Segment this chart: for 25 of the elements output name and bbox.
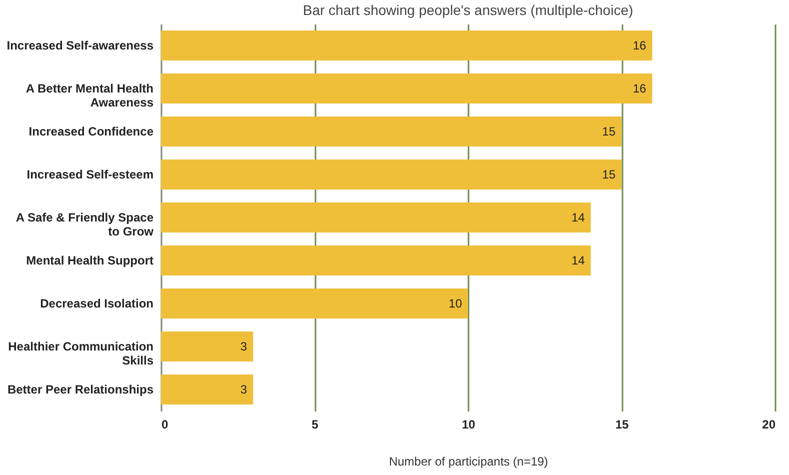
x-tick-label: 5	[312, 418, 319, 432]
x-tick-label: 20	[762, 418, 776, 432]
y-tick-label: Healthier Communication Skills	[8, 340, 154, 368]
data-label: 15	[602, 124, 616, 138]
data-label: 10	[448, 296, 462, 310]
data-label: 16	[632, 82, 647, 96]
data-label: 15	[602, 168, 616, 182]
y-tick-label: A Better Mental Health Awareness	[26, 82, 154, 110]
y-tick-label: Increased Self-esteem	[26, 168, 154, 182]
chart-subtitle: Bar chart showing people's answers (multiple-choice)	[302, 2, 634, 18]
data-label: 14	[571, 210, 586, 224]
y-tick-label: Increased Self-awareness	[6, 38, 154, 52]
y-tick-label: A Safe & Friendly Space to Grow	[16, 210, 154, 238]
x-tick-label: 15	[615, 418, 629, 432]
x-tick-label: 10	[462, 418, 476, 432]
y-tick-label: Mental Health Support	[26, 254, 154, 268]
y-tick-label: Increased Confidence	[28, 124, 154, 138]
data-label: 14	[571, 254, 586, 268]
y-tick-label: Better Peer Relationships	[7, 382, 154, 396]
y-tick-label: Decreased Isolation	[40, 296, 154, 310]
data-label: 3	[240, 340, 248, 354]
data-label: 3	[240, 382, 248, 396]
data-label: 16	[632, 38, 647, 52]
x-axis-title: Number of participants (n=19)	[388, 454, 548, 468]
x-tick-label: 0	[162, 418, 168, 432]
